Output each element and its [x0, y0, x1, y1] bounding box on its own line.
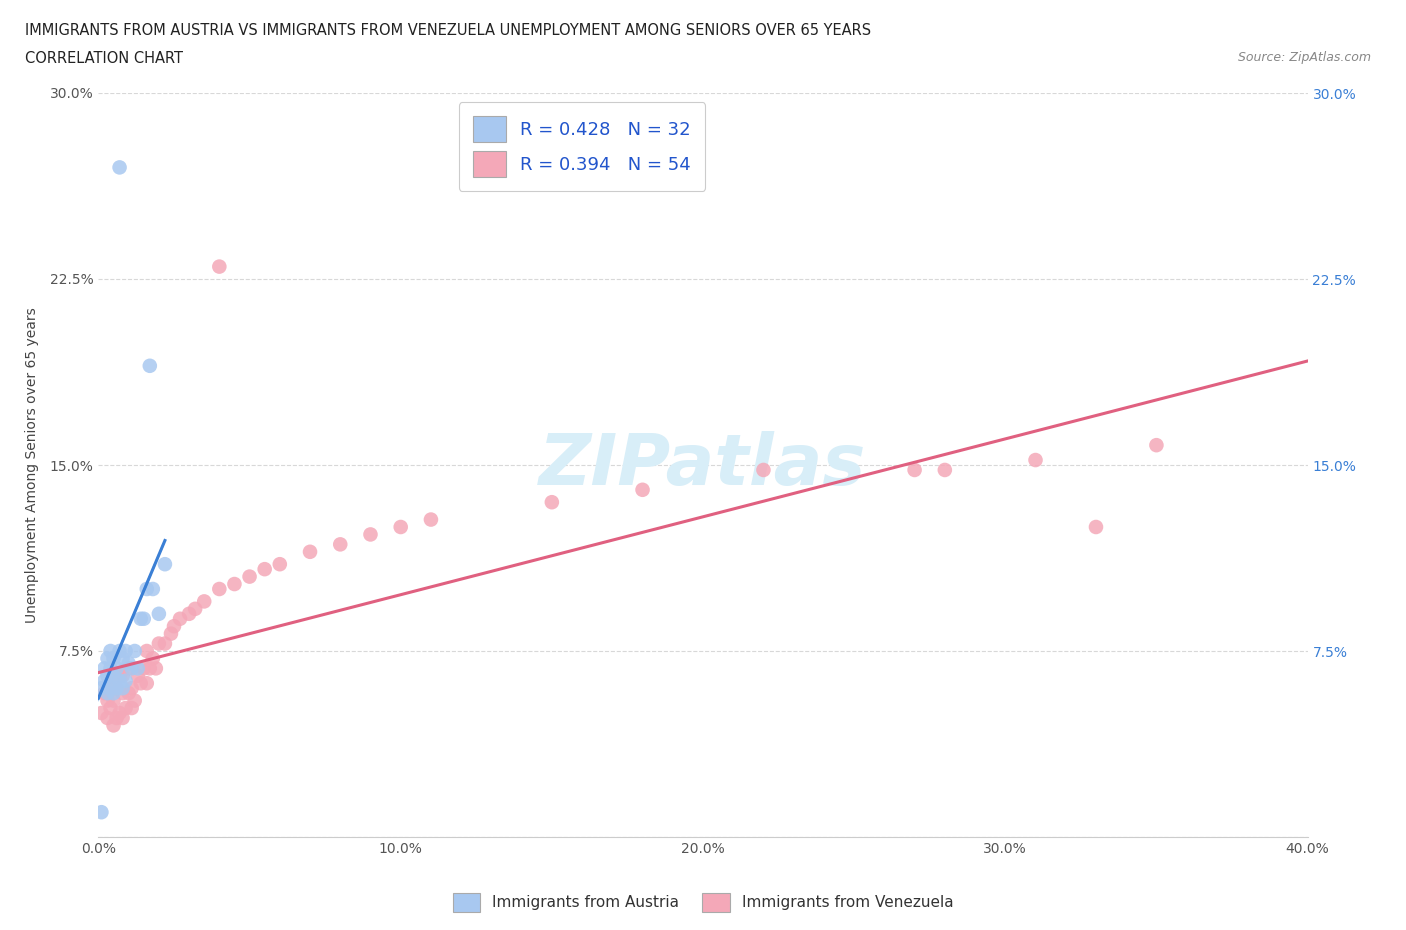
Point — [1144, 438, 1167, 453]
Point — [108, 706, 131, 721]
Point — [239, 569, 262, 584]
Point — [121, 700, 143, 715]
Text: CORRELATION CHART: CORRELATION CHART — [25, 51, 183, 66]
Point — [103, 669, 125, 684]
Point — [145, 661, 167, 676]
Point — [90, 706, 112, 721]
Point — [111, 681, 134, 696]
Point — [148, 636, 170, 651]
Point — [142, 651, 165, 666]
Point — [105, 711, 128, 725]
Point — [96, 693, 118, 708]
Point — [1085, 520, 1108, 535]
Legend: Immigrants from Austria, Immigrants from Venezuela: Immigrants from Austria, Immigrants from… — [446, 887, 960, 918]
Point — [139, 661, 162, 676]
Y-axis label: Unemployment Among Seniors over 65 years: Unemployment Among Seniors over 65 years — [24, 307, 38, 623]
Point — [752, 462, 775, 477]
Point — [184, 602, 207, 617]
Point — [114, 644, 136, 658]
Point — [100, 681, 122, 696]
Point — [329, 537, 352, 551]
Point — [105, 661, 128, 676]
Point — [153, 557, 176, 572]
Point — [100, 700, 122, 715]
Legend: R = 0.428   N = 32, R = 0.394   N = 54: R = 0.428 N = 32, R = 0.394 N = 54 — [458, 102, 706, 191]
Point — [96, 685, 118, 700]
Point — [90, 681, 112, 696]
Point — [105, 681, 128, 696]
Point — [114, 700, 136, 715]
Point — [93, 673, 115, 688]
Point — [103, 669, 125, 684]
Point — [118, 685, 141, 700]
Point — [108, 669, 131, 684]
Point — [208, 581, 231, 596]
Point — [142, 581, 165, 596]
Point — [90, 804, 112, 819]
Point — [139, 358, 162, 373]
Point — [127, 669, 149, 684]
Point — [96, 711, 118, 725]
Point — [148, 606, 170, 621]
Point — [129, 676, 152, 691]
Point — [389, 520, 412, 535]
Point — [179, 606, 201, 621]
Point — [299, 544, 322, 559]
Point — [121, 661, 143, 676]
Point — [114, 673, 136, 688]
Point — [96, 669, 118, 684]
Point — [420, 512, 443, 527]
Point — [269, 557, 291, 572]
Point — [105, 681, 128, 696]
Point — [1024, 453, 1046, 468]
Point — [96, 651, 118, 666]
Point — [111, 669, 134, 684]
Point — [111, 685, 134, 700]
Point — [100, 681, 122, 696]
Point — [360, 527, 382, 542]
Point — [121, 681, 143, 696]
Point — [93, 685, 115, 700]
Point — [540, 495, 562, 510]
Point — [111, 711, 134, 725]
Point — [253, 562, 276, 577]
Point — [163, 618, 186, 633]
Point — [132, 661, 155, 676]
Point — [129, 611, 152, 626]
Point — [135, 581, 157, 596]
Point — [93, 661, 115, 676]
Point — [118, 656, 141, 671]
Point — [111, 651, 134, 666]
Point — [127, 661, 149, 676]
Text: IMMIGRANTS FROM AUSTRIA VS IMMIGRANTS FROM VENEZUELA UNEMPLOYMENT AMONG SENIORS : IMMIGRANTS FROM AUSTRIA VS IMMIGRANTS FR… — [25, 23, 872, 38]
Point — [108, 673, 131, 688]
Point — [108, 644, 131, 658]
Point — [124, 693, 146, 708]
Point — [193, 594, 215, 609]
Point — [631, 483, 654, 498]
Point — [118, 661, 141, 676]
Point — [103, 651, 125, 666]
Point — [108, 160, 131, 175]
Point — [135, 644, 157, 658]
Point — [103, 685, 125, 700]
Point — [160, 626, 183, 641]
Point — [208, 259, 231, 274]
Point — [153, 636, 176, 651]
Point — [100, 644, 122, 658]
Point — [135, 676, 157, 691]
Text: ZIPatlas: ZIPatlas — [540, 431, 866, 499]
Point — [132, 611, 155, 626]
Point — [934, 462, 956, 477]
Point — [904, 462, 927, 477]
Point — [169, 611, 191, 626]
Point — [124, 644, 146, 658]
Point — [224, 577, 246, 591]
Text: Source: ZipAtlas.com: Source: ZipAtlas.com — [1237, 51, 1371, 64]
Point — [103, 693, 125, 708]
Point — [103, 718, 125, 733]
Point — [100, 661, 122, 676]
